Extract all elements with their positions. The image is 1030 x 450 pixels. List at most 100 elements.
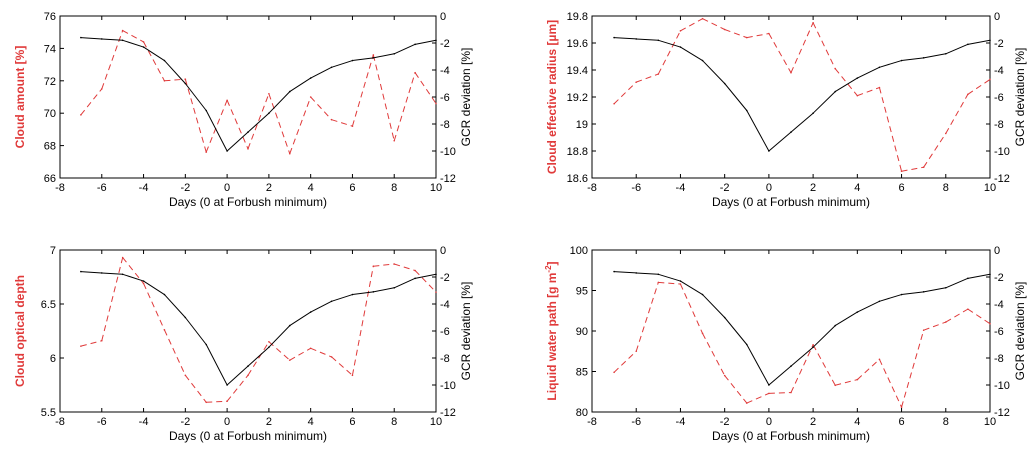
cloud-series-segment: [373, 263, 395, 267]
gcr-series-point: [100, 38, 103, 40]
cloud-series-segment: [702, 333, 726, 376]
y-left-tick-label: 19.8: [567, 11, 588, 23]
gcr-series-point: [723, 82, 726, 85]
gcr-series-point: [613, 36, 615, 39]
x-tick-label: -4: [139, 416, 149, 428]
y-right-tick-label: -12: [440, 173, 456, 185]
cloud-series-point: [723, 28, 726, 31]
cloud-series-point: [900, 170, 903, 173]
gcr-series-segment: [289, 311, 311, 327]
cloud-series-point: [790, 71, 792, 74]
gcr-series-point: [226, 150, 228, 152]
cloud-series-point: [288, 359, 291, 361]
gcr-series-segment: [122, 273, 144, 282]
cloud-series-point: [184, 374, 187, 377]
y-left-axis-label-text: Cloud effective radius [µm]: [545, 20, 559, 174]
gcr-series-segment: [226, 365, 249, 386]
cloud-series-segment: [945, 308, 969, 323]
gcr-series-segment: [247, 112, 270, 133]
cloud-series-point: [878, 86, 881, 89]
cloud-series-segment: [143, 41, 165, 82]
cloud-series-point: [679, 283, 682, 285]
gcr-series-point: [205, 343, 208, 346]
y-left-tick-label: 74: [44, 43, 56, 55]
x-tick-label: 10: [984, 416, 996, 428]
cloud-series-segment: [393, 72, 416, 141]
cloud-series-point: [635, 81, 638, 83]
cloud-series-point: [142, 282, 145, 285]
cloud-series-segment: [310, 347, 332, 358]
gcr-series-segment: [724, 317, 748, 345]
cloud-series-segment: [164, 78, 186, 82]
gcr-series-point: [635, 38, 638, 40]
y-left-tick-label: 6: [50, 353, 56, 365]
cloud-series-point: [922, 166, 925, 168]
cloud-series-point: [856, 378, 859, 381]
y-left-tick-label: 18.6: [567, 173, 588, 185]
gcr-series-segment: [945, 43, 969, 55]
gcr-series-segment: [636, 272, 659, 275]
x-tick-label: 10: [984, 182, 996, 194]
cloud-series-point: [80, 114, 82, 116]
gcr-series-segment: [80, 37, 102, 40]
gcr-series-point: [309, 77, 312, 79]
cloud-series-segment: [702, 18, 725, 30]
y-left-tick-label: 6.5: [41, 299, 56, 311]
gcr-series-point: [900, 293, 903, 296]
x-tick-label: 4: [854, 416, 860, 428]
x-tick-label: 2: [266, 416, 272, 428]
x-tick-label: -6: [631, 416, 641, 428]
x-tick-label: -8: [55, 416, 65, 428]
cloud-series-point: [435, 102, 437, 105]
cloud-series-segment: [680, 18, 703, 32]
gcr-series-point: [878, 300, 881, 303]
gcr-series-segment: [702, 60, 726, 84]
cloud-series-point: [142, 41, 145, 43]
y-left-axis-label: Cloud optical depth: [13, 275, 27, 387]
gcr-series-segment: [857, 300, 880, 313]
gcr-series-segment: [310, 66, 332, 79]
gcr-series-segment: [945, 277, 969, 289]
cloud-series-point: [268, 92, 270, 95]
y-right-tick-label: -6: [440, 326, 450, 338]
gcr-series-point: [657, 39, 660, 42]
gcr-series-point: [247, 131, 249, 133]
x-tick-label: -2: [720, 416, 730, 428]
cloud-series-point: [80, 345, 82, 347]
gcr-series-point: [723, 316, 726, 319]
gcr-series-segment: [768, 365, 792, 386]
x-tick-label: -6: [631, 182, 641, 194]
cloud-series-segment: [226, 100, 249, 150]
gcr-series-point: [80, 36, 82, 39]
gcr-series-segment: [967, 273, 991, 279]
x-tick-label: 4: [308, 182, 314, 194]
panel-cloud-effective-radius: -8 -6 -4 -2 0 2 4 6 8 10 18.6 18.8 19 19.2 19.4 19.6 19.…: [545, 11, 1027, 209]
cloud-series-point: [372, 265, 375, 268]
y-left-tick-label: 19.6: [567, 38, 588, 50]
gcr-series-point: [989, 273, 991, 276]
cloud-series-point: [812, 343, 814, 346]
x-tick-label: -2: [720, 182, 730, 194]
cloud-series-point: [679, 30, 682, 32]
gcr-series-point: [163, 293, 166, 296]
cloud-series-point: [635, 350, 638, 353]
cloud-series-segment: [289, 96, 312, 154]
gcr-series-point: [247, 365, 249, 367]
gcr-series-point: [812, 112, 814, 114]
cloud-series-segment: [746, 33, 769, 39]
x-tick-label: 6: [349, 416, 355, 428]
gcr-series-segment: [415, 273, 437, 279]
gcr-series-segment: [331, 294, 353, 302]
cloud-series-segment: [746, 392, 770, 404]
gcr-series-point: [80, 270, 82, 273]
cloud-series-segment: [289, 347, 311, 361]
gcr-series-point: [268, 112, 270, 114]
cloud-series-point: [330, 356, 333, 358]
gcr-series-point: [834, 90, 837, 93]
gcr-series-segment: [184, 83, 207, 111]
x-tick-label: -4: [676, 416, 686, 428]
cloud-series-point: [790, 391, 792, 394]
x-axis-label: Days (0 at Forbush minimum): [712, 429, 870, 443]
gcr-series-point: [351, 293, 354, 296]
gcr-series-point: [226, 384, 228, 386]
